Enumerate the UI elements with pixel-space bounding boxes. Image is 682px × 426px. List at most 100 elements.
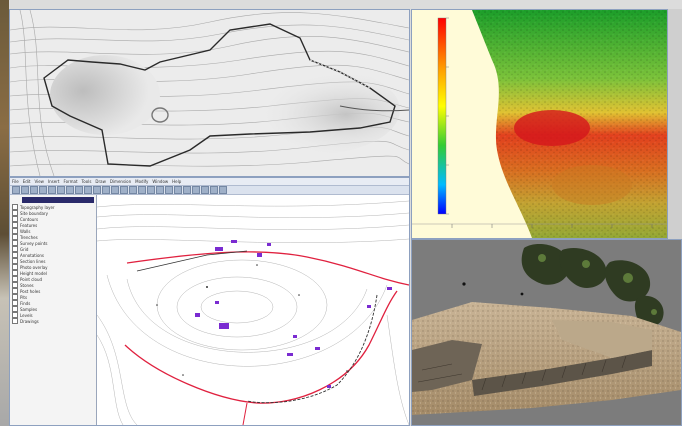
cad-window[interactable]: File Edit View Insert Format Tools Draw Dimensi… — [9, 177, 410, 426]
plus-box-icon[interactable] — [12, 234, 18, 240]
layer-row[interactable]: Pits — [10, 294, 96, 300]
layer-row[interactable]: Point cloud — [10, 276, 96, 282]
cad-drawing-canvas[interactable] — [97, 195, 409, 425]
layer-row[interactable]: Photo overlay — [10, 264, 96, 270]
toolbar-tool-icon[interactable] — [129, 186, 137, 194]
red-path-spur — [242, 402, 248, 425]
layer-row[interactable]: Finds — [10, 300, 96, 306]
plus-box-icon[interactable] — [12, 276, 18, 282]
plus-box-icon[interactable] — [12, 294, 18, 300]
toolbar-tool-icon[interactable] — [174, 186, 182, 194]
layer-row[interactable]: Contours — [10, 216, 96, 222]
plus-box-icon[interactable] — [12, 312, 18, 318]
wall-line — [136, 250, 248, 272]
menu-item-modify[interactable]: Modify — [135, 179, 149, 184]
menu-item-help[interactable]: Help — [172, 179, 182, 184]
toolbar-tool-icon[interactable] — [183, 186, 191, 194]
plus-box-icon[interactable] — [12, 318, 18, 324]
toolbar-tool-icon[interactable] — [165, 186, 173, 194]
plus-box-icon[interactable] — [12, 282, 18, 288]
site-boundary — [43, 23, 396, 167]
toolbar-tool-icon[interactable] — [75, 186, 83, 194]
layer-row[interactable]: Samples — [10, 306, 96, 312]
toolbar-tool-icon[interactable] — [57, 186, 65, 194]
toolbar-tool-icon[interactable] — [138, 186, 146, 194]
toolbar-tool-icon[interactable] — [39, 186, 47, 194]
layer-label: Drawings — [20, 318, 39, 324]
layer-label: Site boundary — [20, 210, 49, 216]
toolbar-tool-icon[interactable] — [12, 186, 20, 194]
layer-row[interactable]: Section lines — [10, 258, 96, 264]
plus-box-icon[interactable] — [12, 210, 18, 216]
toolbar-tool-icon[interactable] — [48, 186, 56, 194]
menu-item-edit[interactable]: Edit — [22, 179, 31, 184]
toolbar-tool-icon[interactable] — [111, 186, 119, 194]
layer-row[interactable]: Topography layer — [10, 204, 96, 210]
toolbar-tool-icon[interactable] — [84, 186, 92, 194]
menu-item-view[interactable]: View — [34, 179, 44, 184]
plus-box-icon[interactable] — [12, 222, 18, 228]
layer-list[interactable]: Topography layer Site boundary Contours Fea… — [10, 204, 96, 324]
toolbar-tool-icon[interactable] — [66, 186, 74, 194]
layer-row[interactable]: Walls — [10, 228, 96, 234]
toolbar-tool-icon[interactable] — [192, 186, 200, 194]
toolbar-tool-icon[interactable] — [201, 186, 209, 194]
layer-row[interactable]: Survey points — [10, 240, 96, 246]
point-cloud-panel[interactable] — [411, 239, 682, 426]
toolbar-tool-icon[interactable] — [219, 186, 227, 194]
menu-item-draw[interactable]: Draw — [95, 179, 106, 184]
layer-label: Samples — [20, 306, 38, 312]
menu-item-format[interactable]: Format — [63, 179, 78, 184]
layer-panel[interactable]: Topography layer Site boundary Contours Fea… — [10, 195, 97, 425]
terrain-hillshade-map — [10, 10, 409, 176]
crater-feature — [151, 107, 169, 123]
menu-item-insert[interactable]: Insert — [47, 179, 60, 184]
toolbar-tool-icon[interactable] — [21, 186, 29, 194]
layer-row[interactable]: Trenches — [10, 234, 96, 240]
layer-row[interactable]: Features — [10, 222, 96, 228]
purple-features — [195, 240, 392, 388]
toolbar-tool-icon[interactable] — [120, 186, 128, 194]
plus-box-icon[interactable] — [12, 216, 18, 222]
point-cloud-render — [412, 240, 681, 425]
right-edge-strip — [668, 9, 682, 239]
plus-box-icon[interactable] — [12, 258, 18, 264]
toolbar-tool-icon[interactable] — [210, 186, 218, 194]
plus-box-icon[interactable] — [12, 240, 18, 246]
plus-box-icon[interactable] — [12, 246, 18, 252]
toolbar-tool-icon[interactable] — [156, 186, 164, 194]
stone-platform — [552, 320, 652, 358]
layer-label: Annotations — [20, 252, 45, 258]
site-plan-drawing — [97, 200, 409, 425]
layer-row[interactable]: Levels — [10, 312, 96, 318]
layer-row[interactable]: Height model — [10, 270, 96, 276]
layer-row[interactable]: Annotations — [10, 252, 96, 258]
toolbar-tool-icon[interactable] — [93, 186, 101, 194]
plus-box-icon[interactable] — [12, 228, 18, 234]
plus-box-icon[interactable] — [12, 288, 18, 294]
layer-row[interactable]: Stones — [10, 282, 96, 288]
plus-box-icon[interactable] — [12, 252, 18, 258]
plus-box-icon[interactable] — [12, 300, 18, 306]
plus-box-icon[interactable] — [12, 270, 18, 276]
height-model-panel[interactable] — [411, 9, 668, 239]
menu-item-dimension[interactable]: Dimension — [109, 179, 132, 184]
layer-row[interactable]: Grid — [10, 246, 96, 252]
menu-item-file[interactable]: File — [12, 179, 19, 184]
menu-item-tools[interactable]: Tools — [81, 179, 92, 184]
layer-row[interactable]: Post holes — [10, 288, 96, 294]
layer-label: Section lines — [20, 258, 46, 264]
toolbar-tool-icon[interactable] — [30, 186, 38, 194]
layer-row[interactable]: Site boundary — [10, 210, 96, 216]
plus-box-icon[interactable] — [12, 264, 18, 270]
plus-box-icon[interactable] — [12, 306, 18, 312]
toolbar-tool-icon[interactable] — [147, 186, 155, 194]
survey-points — [156, 264, 348, 376]
plus-box-icon[interactable] — [12, 204, 18, 210]
stone-joints — [417, 355, 627, 391]
menu-item-window[interactable]: Window — [152, 179, 169, 184]
terrain-view-panel[interactable] — [9, 9, 410, 177]
layer-row[interactable]: Drawings — [10, 318, 96, 324]
toolbar-tool-icon[interactable] — [102, 186, 110, 194]
plan-contours — [97, 200, 409, 425]
